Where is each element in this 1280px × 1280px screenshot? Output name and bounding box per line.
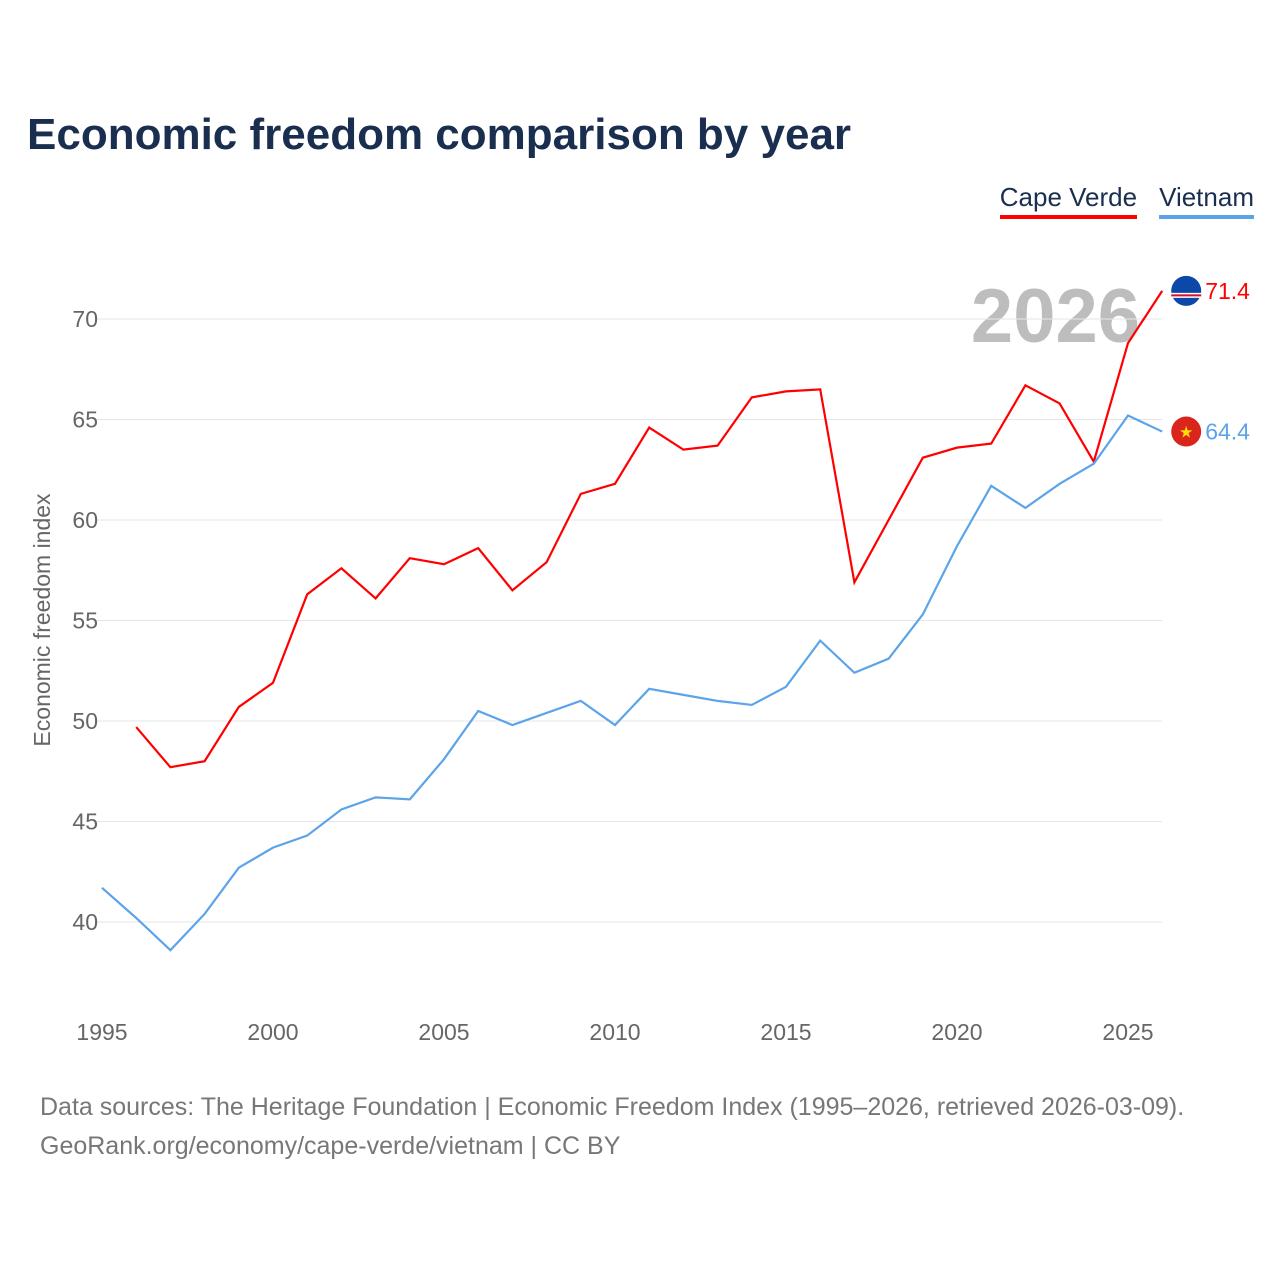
cape-verde-flag-icon <box>1171 275 1202 306</box>
x-tick-label: 2020 <box>931 1019 982 1045</box>
y-tick-label: 70 <box>72 306 98 332</box>
series-line-vietnam <box>101 414 1163 952</box>
legend-cape-verde[interactable]: Cape Verde <box>999 182 1138 219</box>
y-tick-label: 55 <box>72 608 98 634</box>
x-tick-label: 2010 <box>589 1019 640 1045</box>
chart-title: Economic freedom comparison by year <box>27 110 852 159</box>
x-tick-label: 2025 <box>1102 1019 1153 1045</box>
y-tick-label: 40 <box>72 909 98 935</box>
year-watermark: 2026 <box>971 274 1140 359</box>
x-tick-label: 2015 <box>760 1019 811 1045</box>
vietnam-flag-icon <box>1171 416 1202 447</box>
y-tick-label: 60 <box>72 507 98 533</box>
x-tick-label: 1995 <box>76 1019 127 1045</box>
source-line-1: Data sources: The Heritage Foundation | … <box>40 1093 1185 1121</box>
flag-stripe <box>1171 294 1202 297</box>
source-note: Data sources: The Heritage Foundation | … <box>40 1088 1184 1166</box>
legend-vietnam[interactable]: Vietnam <box>1159 182 1254 219</box>
flag-star: ★ <box>1179 425 1193 442</box>
x-tick-label: 2005 <box>418 1019 469 1045</box>
end-value-label: 64.4 <box>1205 419 1250 445</box>
y-tick-label: 45 <box>72 809 98 835</box>
series-line-cape-verde <box>135 290 1164 769</box>
end-value-label: 71.4 <box>1205 278 1250 304</box>
y-axis-label: Economic freedom index <box>29 493 55 747</box>
y-tick-label: 50 <box>72 708 98 734</box>
y-tick-label: 65 <box>72 407 98 433</box>
x-tick-label: 2000 <box>247 1019 298 1045</box>
legend: Cape Verde Vietnam <box>999 182 1254 219</box>
source-line-2[interactable]: GeoRank.org/economy/cape-verde/vietnam |… <box>40 1132 621 1160</box>
